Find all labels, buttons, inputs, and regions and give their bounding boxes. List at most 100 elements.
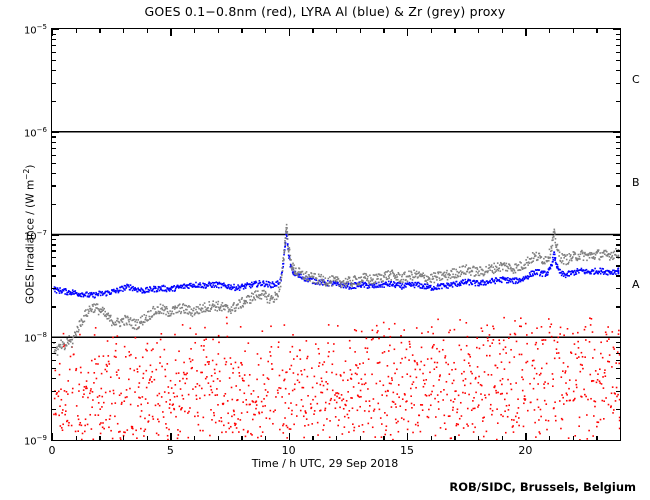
y-right-tick <box>616 265 620 267</box>
x-minor-tick <box>99 436 101 440</box>
y-minor-tick <box>52 59 56 62</box>
x-top-tick <box>265 29 267 33</box>
x-minor-tick <box>430 436 432 440</box>
y-right-tick <box>616 347 620 349</box>
x-top-tick <box>430 29 432 33</box>
y-right-tick <box>616 162 620 164</box>
y-minor-tick <box>52 33 56 35</box>
x-minor-tick <box>265 436 267 440</box>
x-top-tick <box>596 29 598 33</box>
chart-title: GOES 0.1−0.8nm (red), LYRA Al (blue) & Z… <box>144 4 506 19</box>
y-minor-tick <box>52 203 56 205</box>
y-tick-label: 10−5 <box>23 23 47 37</box>
y-minor-tick <box>52 239 56 241</box>
y-major-tick <box>52 29 59 31</box>
flare-class-label-c: C <box>632 72 640 86</box>
y-minor-tick <box>52 185 56 187</box>
y-right-tick <box>616 288 620 290</box>
y-right-tick <box>616 141 620 143</box>
y-right-tick <box>616 136 620 138</box>
x-top-tick <box>525 29 527 36</box>
y-minor-tick <box>52 368 56 370</box>
x-top-tick <box>549 29 551 33</box>
y-right-tick <box>616 378 620 380</box>
y-right-tick <box>616 203 620 205</box>
y-axis-title-text: GOES Irradiance / (W m <box>24 179 37 304</box>
y-minor-tick <box>52 244 56 246</box>
x-top-tick <box>407 29 409 36</box>
x-minor-tick <box>123 436 125 440</box>
y-right-tick <box>613 29 620 31</box>
plot-area[interactable] <box>51 28 621 441</box>
x-minor-tick <box>312 436 314 440</box>
x-top-tick <box>359 29 361 33</box>
x-minor-tick <box>359 436 361 440</box>
x-top-tick <box>383 29 385 33</box>
y-minor-tick <box>52 44 56 47</box>
y-minor-tick <box>52 162 56 164</box>
x-top-tick <box>454 29 456 33</box>
x-tick-label: 10 <box>281 444 296 457</box>
y-minor-tick <box>52 154 56 156</box>
y-right-tick <box>616 244 620 246</box>
y-right-tick <box>616 360 620 362</box>
y-minor-tick <box>52 265 56 267</box>
x-top-tick <box>52 29 54 36</box>
y-minor-tick <box>52 51 56 53</box>
y-minor-tick <box>52 341 56 344</box>
x-minor-tick <box>146 436 148 440</box>
y-minor-tick <box>52 250 56 252</box>
y-right-tick <box>616 341 620 344</box>
x-minor-tick <box>241 436 243 440</box>
series-zr-proxy <box>53 223 620 356</box>
y-minor-tick <box>52 172 56 174</box>
x-top-tick <box>170 29 172 36</box>
y-right-tick <box>616 368 620 370</box>
y-right-tick <box>616 185 620 187</box>
x-major-tick <box>170 433 172 440</box>
y-right-tick <box>616 82 620 84</box>
y-right-tick <box>616 147 620 149</box>
y-right-tick <box>616 154 620 156</box>
y-right-tick <box>613 131 620 133</box>
x-minor-tick <box>454 436 456 440</box>
y-major-tick <box>52 440 59 442</box>
y-right-tick <box>616 239 620 241</box>
x-top-tick <box>146 29 148 33</box>
y-right-tick <box>616 33 620 35</box>
y-major-tick <box>52 234 59 236</box>
y-minor-tick <box>52 69 56 72</box>
y-right-tick <box>616 390 620 393</box>
x-tick-label: 15 <box>400 444 414 457</box>
y-tick-label: 10−9 <box>23 434 47 448</box>
x-major-tick <box>525 433 527 440</box>
x-top-tick <box>501 29 503 33</box>
y-minor-tick <box>52 141 56 143</box>
x-tick-label: 5 <box>166 444 174 457</box>
y-right-tick <box>616 257 620 259</box>
y-tick-label: 10−7 <box>23 228 47 242</box>
x-top-tick <box>194 29 196 33</box>
x-minor-tick <box>501 436 503 440</box>
y-right-tick <box>616 409 620 411</box>
y-right-tick <box>613 337 620 339</box>
x-top-tick <box>620 29 622 33</box>
y-right-tick <box>613 234 620 236</box>
x-minor-tick <box>194 436 196 440</box>
y-minor-tick <box>52 147 56 149</box>
y-axis-title-exponent: −2 <box>22 168 31 180</box>
y-right-tick <box>616 38 620 41</box>
x-top-tick <box>572 29 574 33</box>
y-right-tick <box>616 306 620 308</box>
x-minor-tick <box>549 436 551 440</box>
x-major-tick <box>407 433 409 440</box>
y-minor-tick <box>52 275 56 277</box>
x-tick-label: 20 <box>518 444 533 457</box>
x-major-tick <box>52 433 54 440</box>
x-top-tick <box>241 29 243 33</box>
y-right-tick <box>616 353 620 355</box>
x-tick-label: 0 <box>48 444 56 457</box>
y-minor-tick <box>52 306 56 308</box>
y-minor-tick <box>52 409 56 411</box>
x-top-tick <box>312 29 314 33</box>
